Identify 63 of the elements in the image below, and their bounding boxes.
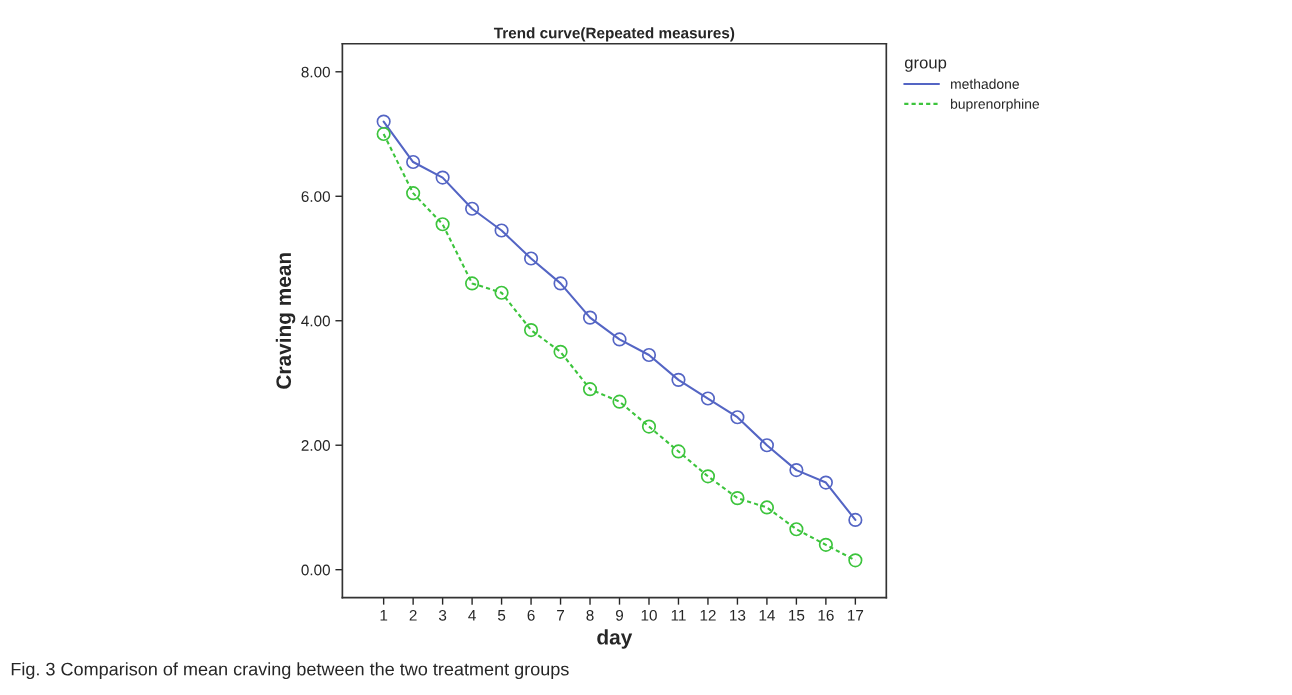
point: [494, 223, 509, 238]
point: [612, 332, 627, 347]
x-tick-label: 15: [789, 610, 805, 621]
point: [406, 154, 421, 170]
x-tick-label: 11: [671, 610, 686, 621]
x-tick-label: 2: [409, 609, 417, 621]
x-tick-label: 12: [700, 609, 716, 621]
point: [759, 438, 774, 453]
legend-label: methadone: [951, 78, 1019, 89]
x-tick-label: 3: [438, 609, 447, 621]
point: [582, 382, 598, 397]
x-tick-label: 4: [468, 610, 476, 621]
point: [406, 186, 421, 201]
y-tick-label: 4.00: [301, 315, 330, 327]
x-tick-label: 7: [557, 610, 565, 621]
point: [465, 276, 480, 291]
point: [641, 347, 657, 363]
point: [465, 201, 480, 216]
y-axis-title: Craving mean: [275, 253, 296, 389]
point: [700, 469, 716, 484]
x-tick-label: 9: [615, 609, 624, 621]
point: [700, 391, 716, 406]
point: [730, 491, 745, 506]
point: [523, 322, 539, 338]
point: [494, 285, 509, 300]
point: [789, 463, 804, 478]
point: [671, 444, 686, 459]
point: [553, 344, 568, 359]
x-tick-label: 5: [497, 610, 506, 621]
point: [730, 410, 745, 425]
point: [612, 394, 627, 409]
y-tick-label: 6.00: [301, 191, 330, 202]
point: [435, 170, 450, 185]
x-tick-label: 8: [586, 609, 594, 621]
chart-title: Trend curve(Repeated measures): [493, 27, 735, 42]
legend-label: buprenorphine: [950, 98, 1040, 112]
x-tick-label: 13: [730, 609, 746, 621]
legend-title: group: [904, 59, 947, 72]
point: [759, 500, 774, 515]
point: [671, 372, 686, 387]
point: [582, 310, 598, 325]
x-tick-label: 17: [848, 610, 864, 621]
point: [818, 537, 833, 552]
point: [435, 217, 450, 232]
y-tick-label: 8.00: [301, 66, 330, 78]
point: [376, 126, 391, 142]
x-tick-label: 10: [641, 609, 657, 621]
point: [848, 553, 863, 568]
point: [848, 512, 863, 527]
x-tick-label: 14: [759, 610, 775, 621]
point: [523, 251, 539, 266]
point: [818, 475, 833, 490]
x-axis-title: day: [597, 629, 633, 649]
point: [789, 522, 804, 537]
point: [553, 276, 568, 291]
x-tick-label: 16: [818, 609, 834, 621]
point: [641, 419, 657, 434]
point: [376, 114, 391, 129]
x-tick-label: 1: [380, 610, 388, 621]
x-tick-label: 6: [527, 609, 535, 621]
caption: Fig. 3 Comparison of mean craving between the two treatment groups: [11, 662, 569, 680]
y-tick-label: 0.00: [301, 564, 330, 576]
y-tick-label: 2.00: [301, 440, 330, 451]
